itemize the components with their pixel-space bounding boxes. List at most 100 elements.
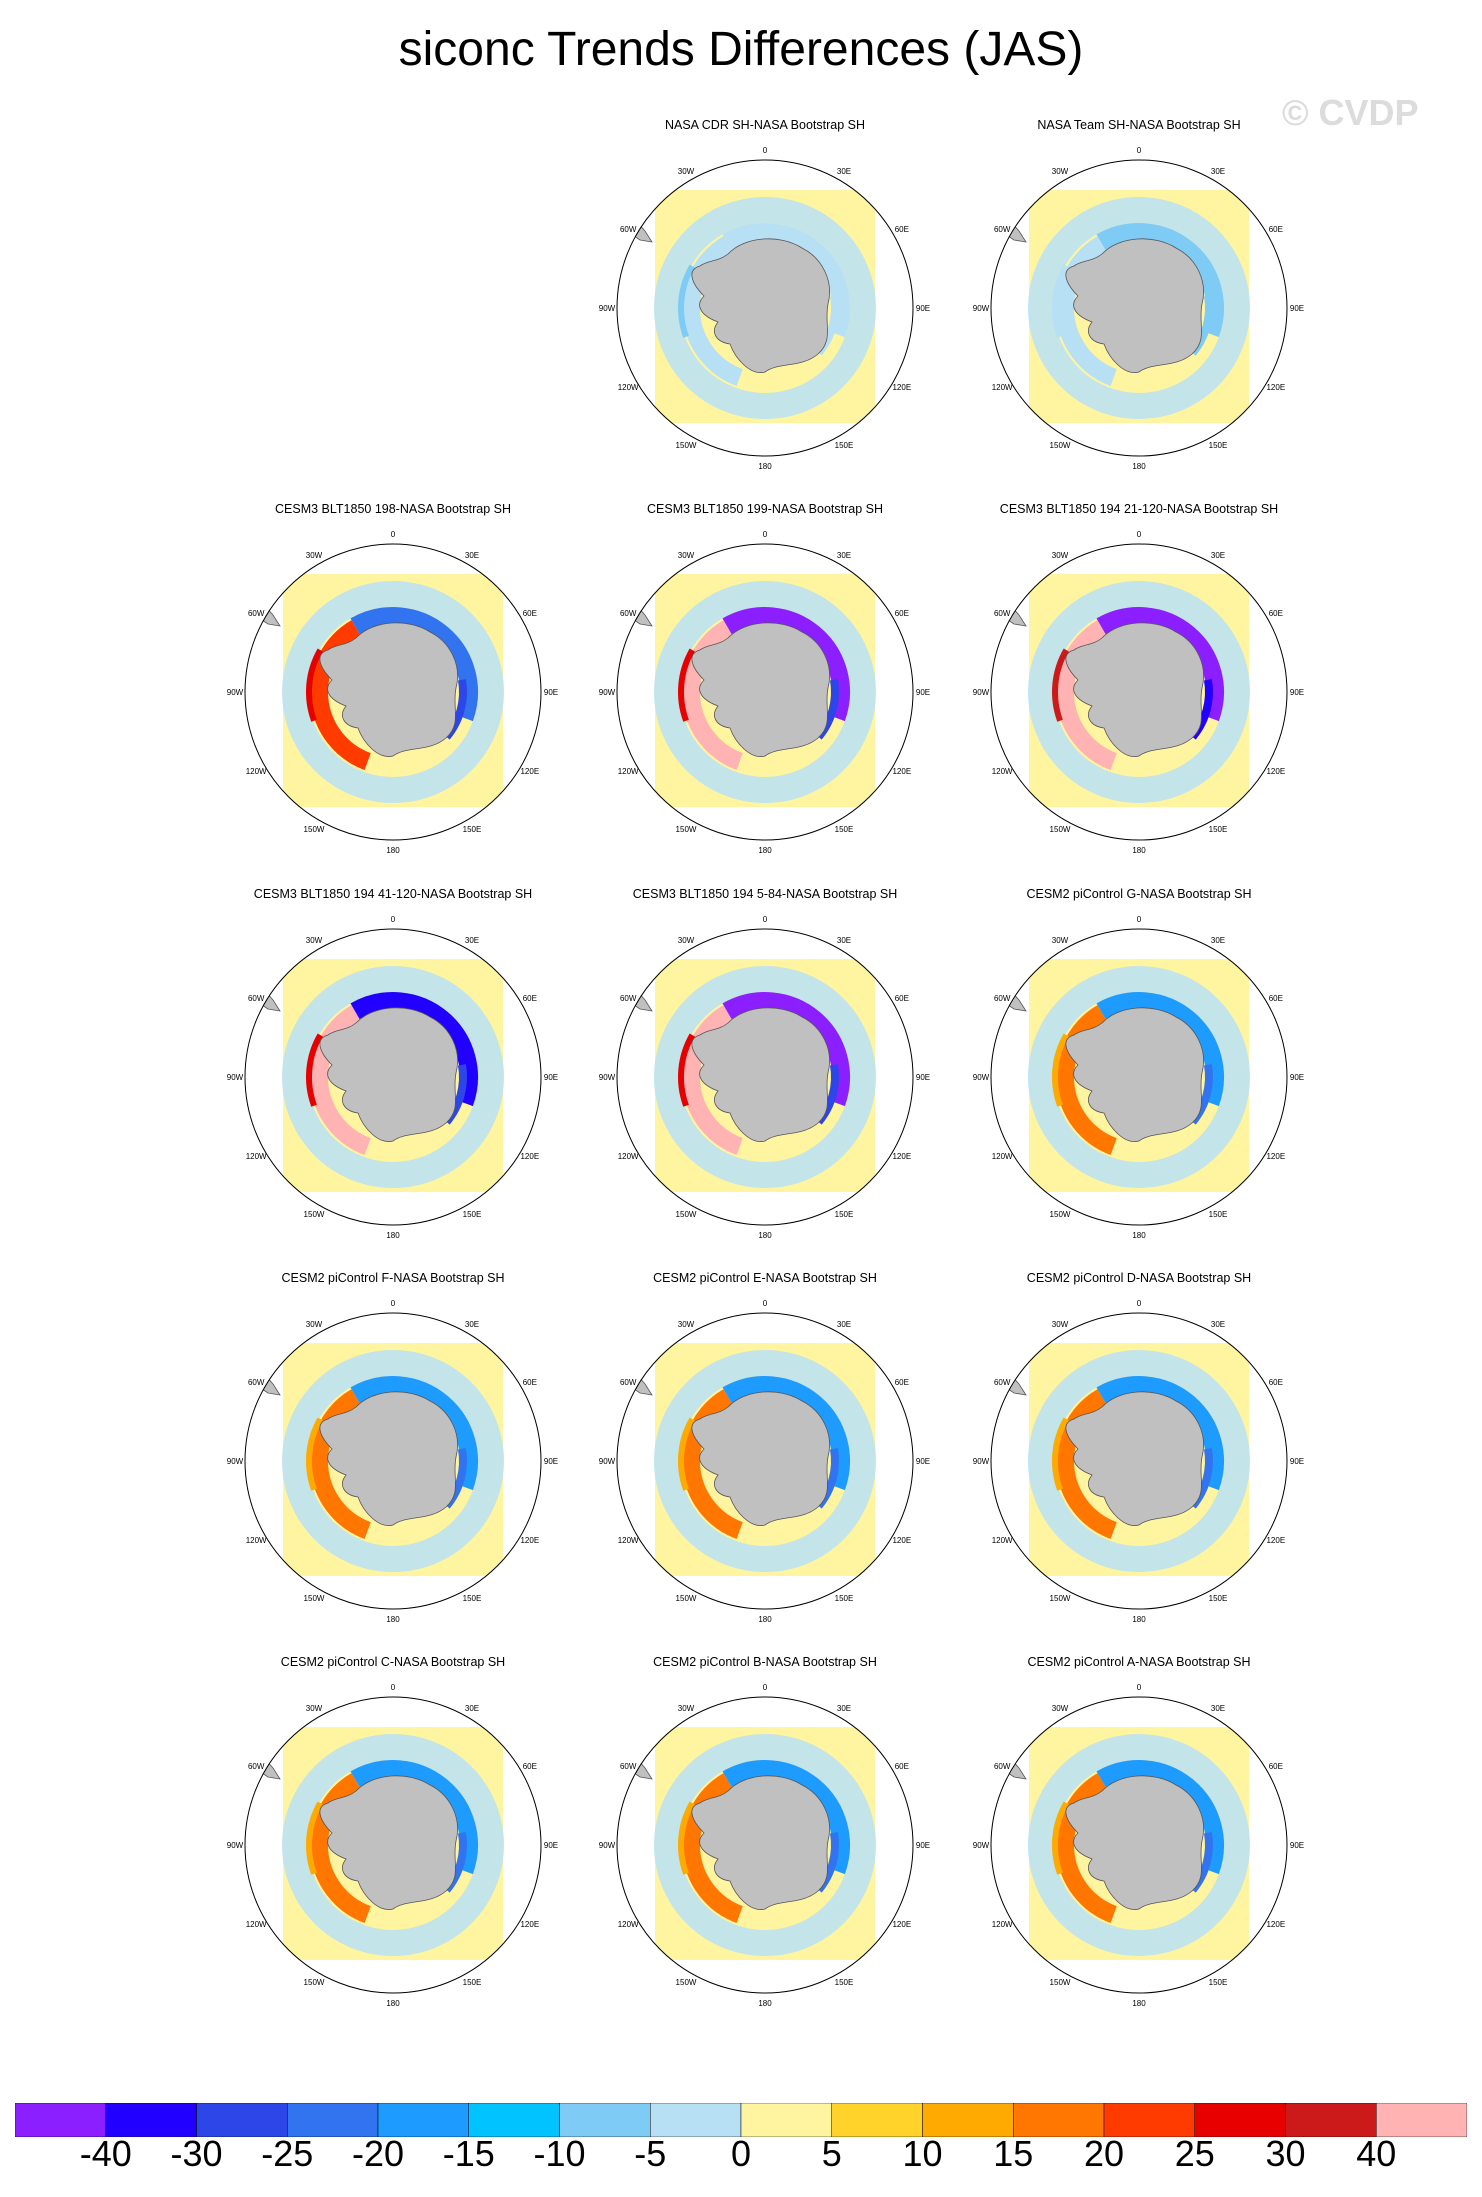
lon-label: 120W xyxy=(246,767,267,776)
lon-label: 90E xyxy=(1290,1457,1304,1466)
ice-edge-band xyxy=(1028,1350,1250,1572)
lon-label: 120W xyxy=(618,767,639,776)
lon-label: 120E xyxy=(892,767,911,776)
lon-label: 150W xyxy=(1050,1210,1071,1219)
lon-label: 90E xyxy=(544,1457,558,1466)
anomaly-negative xyxy=(722,607,850,722)
lon-label: 30E xyxy=(837,167,851,176)
lon-label: 0 xyxy=(763,146,768,155)
new-zealand xyxy=(489,1578,507,1606)
lon-label: 120E xyxy=(520,767,539,776)
antarctica xyxy=(1065,1007,1204,1142)
lon-label: 30W xyxy=(678,1704,695,1713)
lon-label: 30W xyxy=(1052,167,1069,176)
lon-label: 60W xyxy=(248,1762,265,1771)
panel-title: CESM2 piControl B-NASA Bootstrap SH xyxy=(653,1655,877,1669)
map-border xyxy=(616,1696,914,1994)
colorbar-tick-label: 20 xyxy=(1083,2133,1125,2174)
antarctica xyxy=(691,1775,830,1910)
anomaly-strong-positive xyxy=(678,1033,695,1107)
map-panel: CESM3 BLT1850 194 21-120-NASA Bootstrap … xyxy=(964,502,1314,872)
colorbar-tick-label: -5 xyxy=(634,2133,667,2174)
antarctica xyxy=(691,238,830,373)
watermark: © CVDP xyxy=(1282,92,1419,133)
lon-label: 180 xyxy=(1132,1615,1146,1624)
lon-label: 90W xyxy=(599,1457,616,1466)
lon-label: 180 xyxy=(758,846,772,855)
lon-label: 120E xyxy=(892,1920,911,1929)
anomaly-positive xyxy=(1056,1389,1118,1539)
lon-label: 90W xyxy=(599,1073,616,1082)
lon-label: 60E xyxy=(1269,1378,1283,1387)
ice-edge-band xyxy=(282,581,504,803)
anomaly-strong-positive xyxy=(1052,1417,1069,1491)
lon-label: 150E xyxy=(835,441,854,450)
polar-map: 0 30E 60E 90E 120E 150E 180 150W 120W 90W 60W 30W xyxy=(227,530,558,855)
new-zealand xyxy=(861,1962,879,1990)
panel-title: NASA Team SH-NASA Bootstrap SH xyxy=(1037,118,1241,132)
lon-label: 90E xyxy=(916,688,930,697)
lon-label: 30E xyxy=(837,936,851,945)
lon-label: 90W xyxy=(973,304,990,313)
lon-label: 30W xyxy=(1052,1320,1069,1329)
lon-label: 30E xyxy=(465,1704,479,1713)
lon-label: 60W xyxy=(248,1378,265,1387)
lon-label: 150W xyxy=(304,1210,325,1219)
new-zealand xyxy=(1235,425,1253,453)
map-field xyxy=(617,190,879,453)
lon-label: 150E xyxy=(835,1210,854,1219)
lon-label: 120E xyxy=(1266,383,1285,392)
map-border xyxy=(616,159,914,457)
new-zealand xyxy=(1235,1578,1253,1606)
map-border xyxy=(616,543,914,841)
colorbar-box xyxy=(468,2103,560,2137)
map-border xyxy=(244,1696,542,1994)
lon-label: 90W xyxy=(973,1073,990,1082)
lon-label: 180 xyxy=(386,1999,400,2008)
anomaly-positive xyxy=(310,1005,372,1155)
lon-label: 30W xyxy=(306,551,323,560)
antarctica xyxy=(691,1007,830,1142)
lon-label: 180 xyxy=(1132,1999,1146,2008)
panel-title: CESM3 BLT1850 194 5-84-NASA Bootstrap SH xyxy=(632,887,898,901)
anomaly-strong-positive xyxy=(678,1417,695,1491)
lon-label: 0 xyxy=(763,1683,768,1692)
anomaly-positive xyxy=(310,1773,372,1923)
map-border xyxy=(244,1312,542,1610)
map-field xyxy=(617,1727,879,1990)
anomaly-strong-positive xyxy=(306,1801,323,1875)
lon-label: 60E xyxy=(1269,994,1283,1003)
lon-label: 30W xyxy=(306,936,323,945)
map-panel: CESM2 piControl A-NASA Bootstrap SH 0 30E 6… xyxy=(964,1655,1314,2025)
lon-label: 90W xyxy=(227,688,244,697)
anomaly-positive xyxy=(682,236,744,386)
map-panel: CESM3 BLT1850 198-NASA Bootstrap SH 0 30E 6… xyxy=(218,502,568,872)
colorbar-tick-label: 10 xyxy=(902,2133,943,2174)
lon-label: 30E xyxy=(1211,167,1225,176)
lon-label: 150W xyxy=(1050,1978,1071,1987)
lon-label: 90W xyxy=(973,1457,990,1466)
anomaly-positive xyxy=(310,620,372,770)
lon-label: 60W xyxy=(994,994,1011,1003)
map-field xyxy=(245,959,507,1222)
colorbar-box xyxy=(1376,2103,1467,2137)
colorbar-box xyxy=(1013,2103,1105,2137)
lon-label: 120E xyxy=(1266,1920,1285,1929)
lon-label: 30W xyxy=(1052,551,1069,560)
ice-edge-band xyxy=(654,1350,876,1572)
map-field xyxy=(991,574,1253,837)
anomaly-positive xyxy=(682,1389,744,1539)
anomaly-negative xyxy=(1096,1760,1224,1875)
lon-label: 60W xyxy=(994,225,1011,234)
anomaly-negative xyxy=(350,1376,478,1491)
lon-label: 60W xyxy=(620,225,637,234)
lon-label: 60W xyxy=(248,609,265,618)
panel-title: CESM2 piControl G-NASA Bootstrap SH xyxy=(1026,887,1252,901)
lon-label: 180 xyxy=(386,846,400,855)
antarctica xyxy=(319,1775,458,1910)
page-title: siconc Trends Differences (JAS) xyxy=(398,23,1084,76)
antarctica xyxy=(1065,622,1204,757)
antarctica xyxy=(1065,1391,1204,1526)
map-panel: CESM3 BLT1850 194 41-120-NASA Bootstrap … xyxy=(218,887,568,1257)
panel-title: NASA CDR SH-NASA Bootstrap SH xyxy=(664,118,866,132)
